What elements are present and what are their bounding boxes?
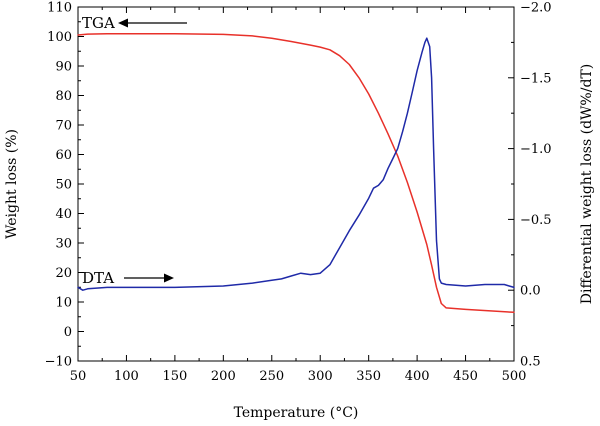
y2-tick-label: 0.0 xyxy=(520,284,541,299)
y2-tick-label: −1.5 xyxy=(520,71,552,86)
y-tick-label: 40 xyxy=(55,207,72,222)
dta-annotation-arrowhead-icon xyxy=(164,273,174,283)
y-tick-label: 30 xyxy=(55,237,72,252)
ticks-group xyxy=(77,6,515,362)
tga-series-line xyxy=(77,33,515,314)
y-tick-label: 100 xyxy=(47,30,72,45)
tga-annotation: TGA xyxy=(82,14,187,32)
y-tick-label: 0 xyxy=(64,325,72,340)
x-tick-label: 300 xyxy=(308,369,333,384)
x-tick-label: 450 xyxy=(453,369,478,384)
y-tick-label: 80 xyxy=(55,89,72,104)
y2-tick-label: 0.5 xyxy=(520,355,541,370)
y-tick-label: 90 xyxy=(55,60,72,75)
x-tick-label: 250 xyxy=(259,369,284,384)
x-tick-label: 50 xyxy=(70,369,87,384)
y-tick-label: 20 xyxy=(55,266,72,281)
x-tick-label: 200 xyxy=(211,369,236,384)
y-tick-label: 70 xyxy=(55,119,72,134)
x-tick-label: 350 xyxy=(356,369,381,384)
y-axis-title: Weight loss (%) xyxy=(4,129,20,239)
series-group xyxy=(77,33,515,314)
x-tick-label: 150 xyxy=(162,369,187,384)
x-tick-label: 400 xyxy=(405,369,430,384)
y2-tick-label: −1.0 xyxy=(520,142,552,157)
x-tick-label: 500 xyxy=(502,369,527,384)
x-axis-title: Temperature (°C) xyxy=(234,405,359,421)
y-tick-label: 50 xyxy=(55,178,72,193)
dta-annotation: DTA xyxy=(82,269,174,287)
y2-tick-label: −0.5 xyxy=(520,213,552,228)
x-tick-label: 100 xyxy=(114,369,139,384)
y-tick-label: −10 xyxy=(45,355,72,370)
dta-annotation-label: DTA xyxy=(82,269,114,287)
labels-group: 50 100 150 200 250 300 350 400 450 500 −10 0 10 20 30 4… xyxy=(45,1,552,385)
y-tick-label: 10 xyxy=(55,296,72,311)
y-tick-label: 110 xyxy=(47,1,72,16)
tga-annotation-arrowhead-icon xyxy=(118,18,128,28)
dta-series-line xyxy=(77,37,515,291)
y-tick-label: 60 xyxy=(55,148,72,163)
y2-axis-title: Differential weight loss (dW%/dT) xyxy=(579,64,595,304)
y2-tick-label: −2.0 xyxy=(520,1,552,16)
tga-annotation-label: TGA xyxy=(82,14,115,32)
